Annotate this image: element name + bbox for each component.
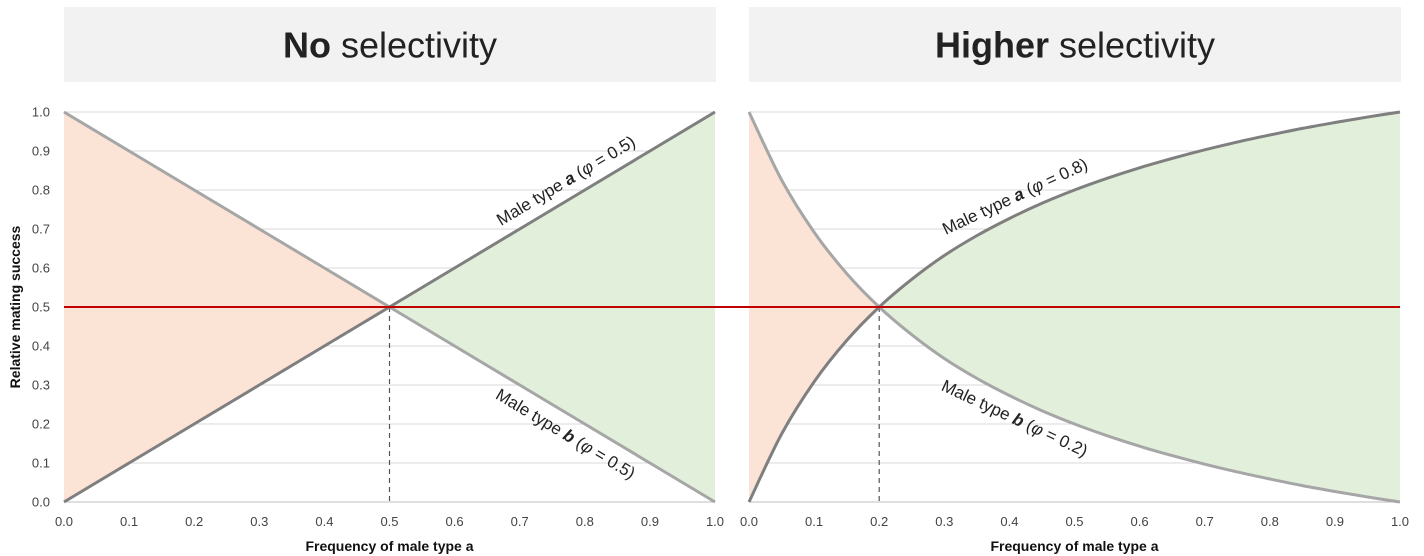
y-tick-label: 0.1 (32, 456, 50, 471)
x-tick-label: 1.0 (706, 514, 724, 529)
x-tick-label: 0.0 (55, 514, 73, 529)
chart-panel-1: No selectivity 0.0 0.1 0.2 0.3 0.4 0.5 0.6 0.7 0.… (32, 7, 724, 554)
x-tick-label: 0.6 (1131, 514, 1149, 529)
panel-title: No selectivity (283, 25, 497, 66)
x-axis-title: Frequency of male type a (305, 538, 473, 554)
x-tick-label: 0.1 (805, 514, 823, 529)
x-tick-label: 0.5 (1065, 514, 1083, 529)
y-axis-title: Relative mating success (7, 225, 23, 388)
panel-title-box (749, 7, 1401, 82)
y-tick-label: 0.6 (32, 261, 50, 276)
chart-panel-2: Higher selectivity 0.0 0.1 0.2 0.3 0.4 0.5 0.6 0… (740, 7, 1409, 554)
x-tick-label: 0.3 (250, 514, 268, 529)
series-line-male-type-b (747, 111, 1401, 504)
x-tick-label: 0.8 (576, 514, 594, 529)
y-tick-label: 0.8 (32, 183, 50, 198)
y-tick-label: 0.2 (32, 417, 50, 432)
y-tick-label: 0.9 (32, 144, 50, 159)
y-tick-label: 0.0 (32, 495, 50, 510)
x-tick-label: 0.4 (315, 514, 333, 529)
panel-title-box (64, 7, 716, 82)
x-tick-label: 0.3 (935, 514, 953, 529)
x-tick-label: 0.7 (511, 514, 529, 529)
y-tick-label: 0.7 (32, 222, 50, 237)
x-tick-label: 0.5 (380, 514, 398, 529)
x-tick-label: 0.6 (446, 514, 464, 529)
y-tick-label: 0.5 (32, 300, 50, 315)
y-tick-label: 0.3 (32, 378, 50, 393)
x-tick-label: 0.2 (185, 514, 203, 529)
y-tick-label: 1.0 (32, 105, 50, 120)
series-line-male-type-a (747, 110, 1401, 503)
x-tick-label: 0.9 (1326, 514, 1344, 529)
x-tick-label: 0.1 (120, 514, 138, 529)
x-tick-label: 0.0 (740, 514, 758, 529)
y-tick-label: 0.4 (32, 339, 50, 354)
x-tick-label: 0.8 (1261, 514, 1279, 529)
x-tick-label: 0.2 (870, 514, 888, 529)
x-tick-label: 0.4 (1000, 514, 1018, 529)
x-tick-label: 0.7 (1196, 514, 1214, 529)
x-axis-title: Frequency of male type a (990, 538, 1158, 554)
panel-title: Higher selectivity (935, 25, 1215, 66)
x-tick-label: 0.9 (641, 514, 659, 529)
x-tick-label: 1.0 (1391, 514, 1409, 529)
